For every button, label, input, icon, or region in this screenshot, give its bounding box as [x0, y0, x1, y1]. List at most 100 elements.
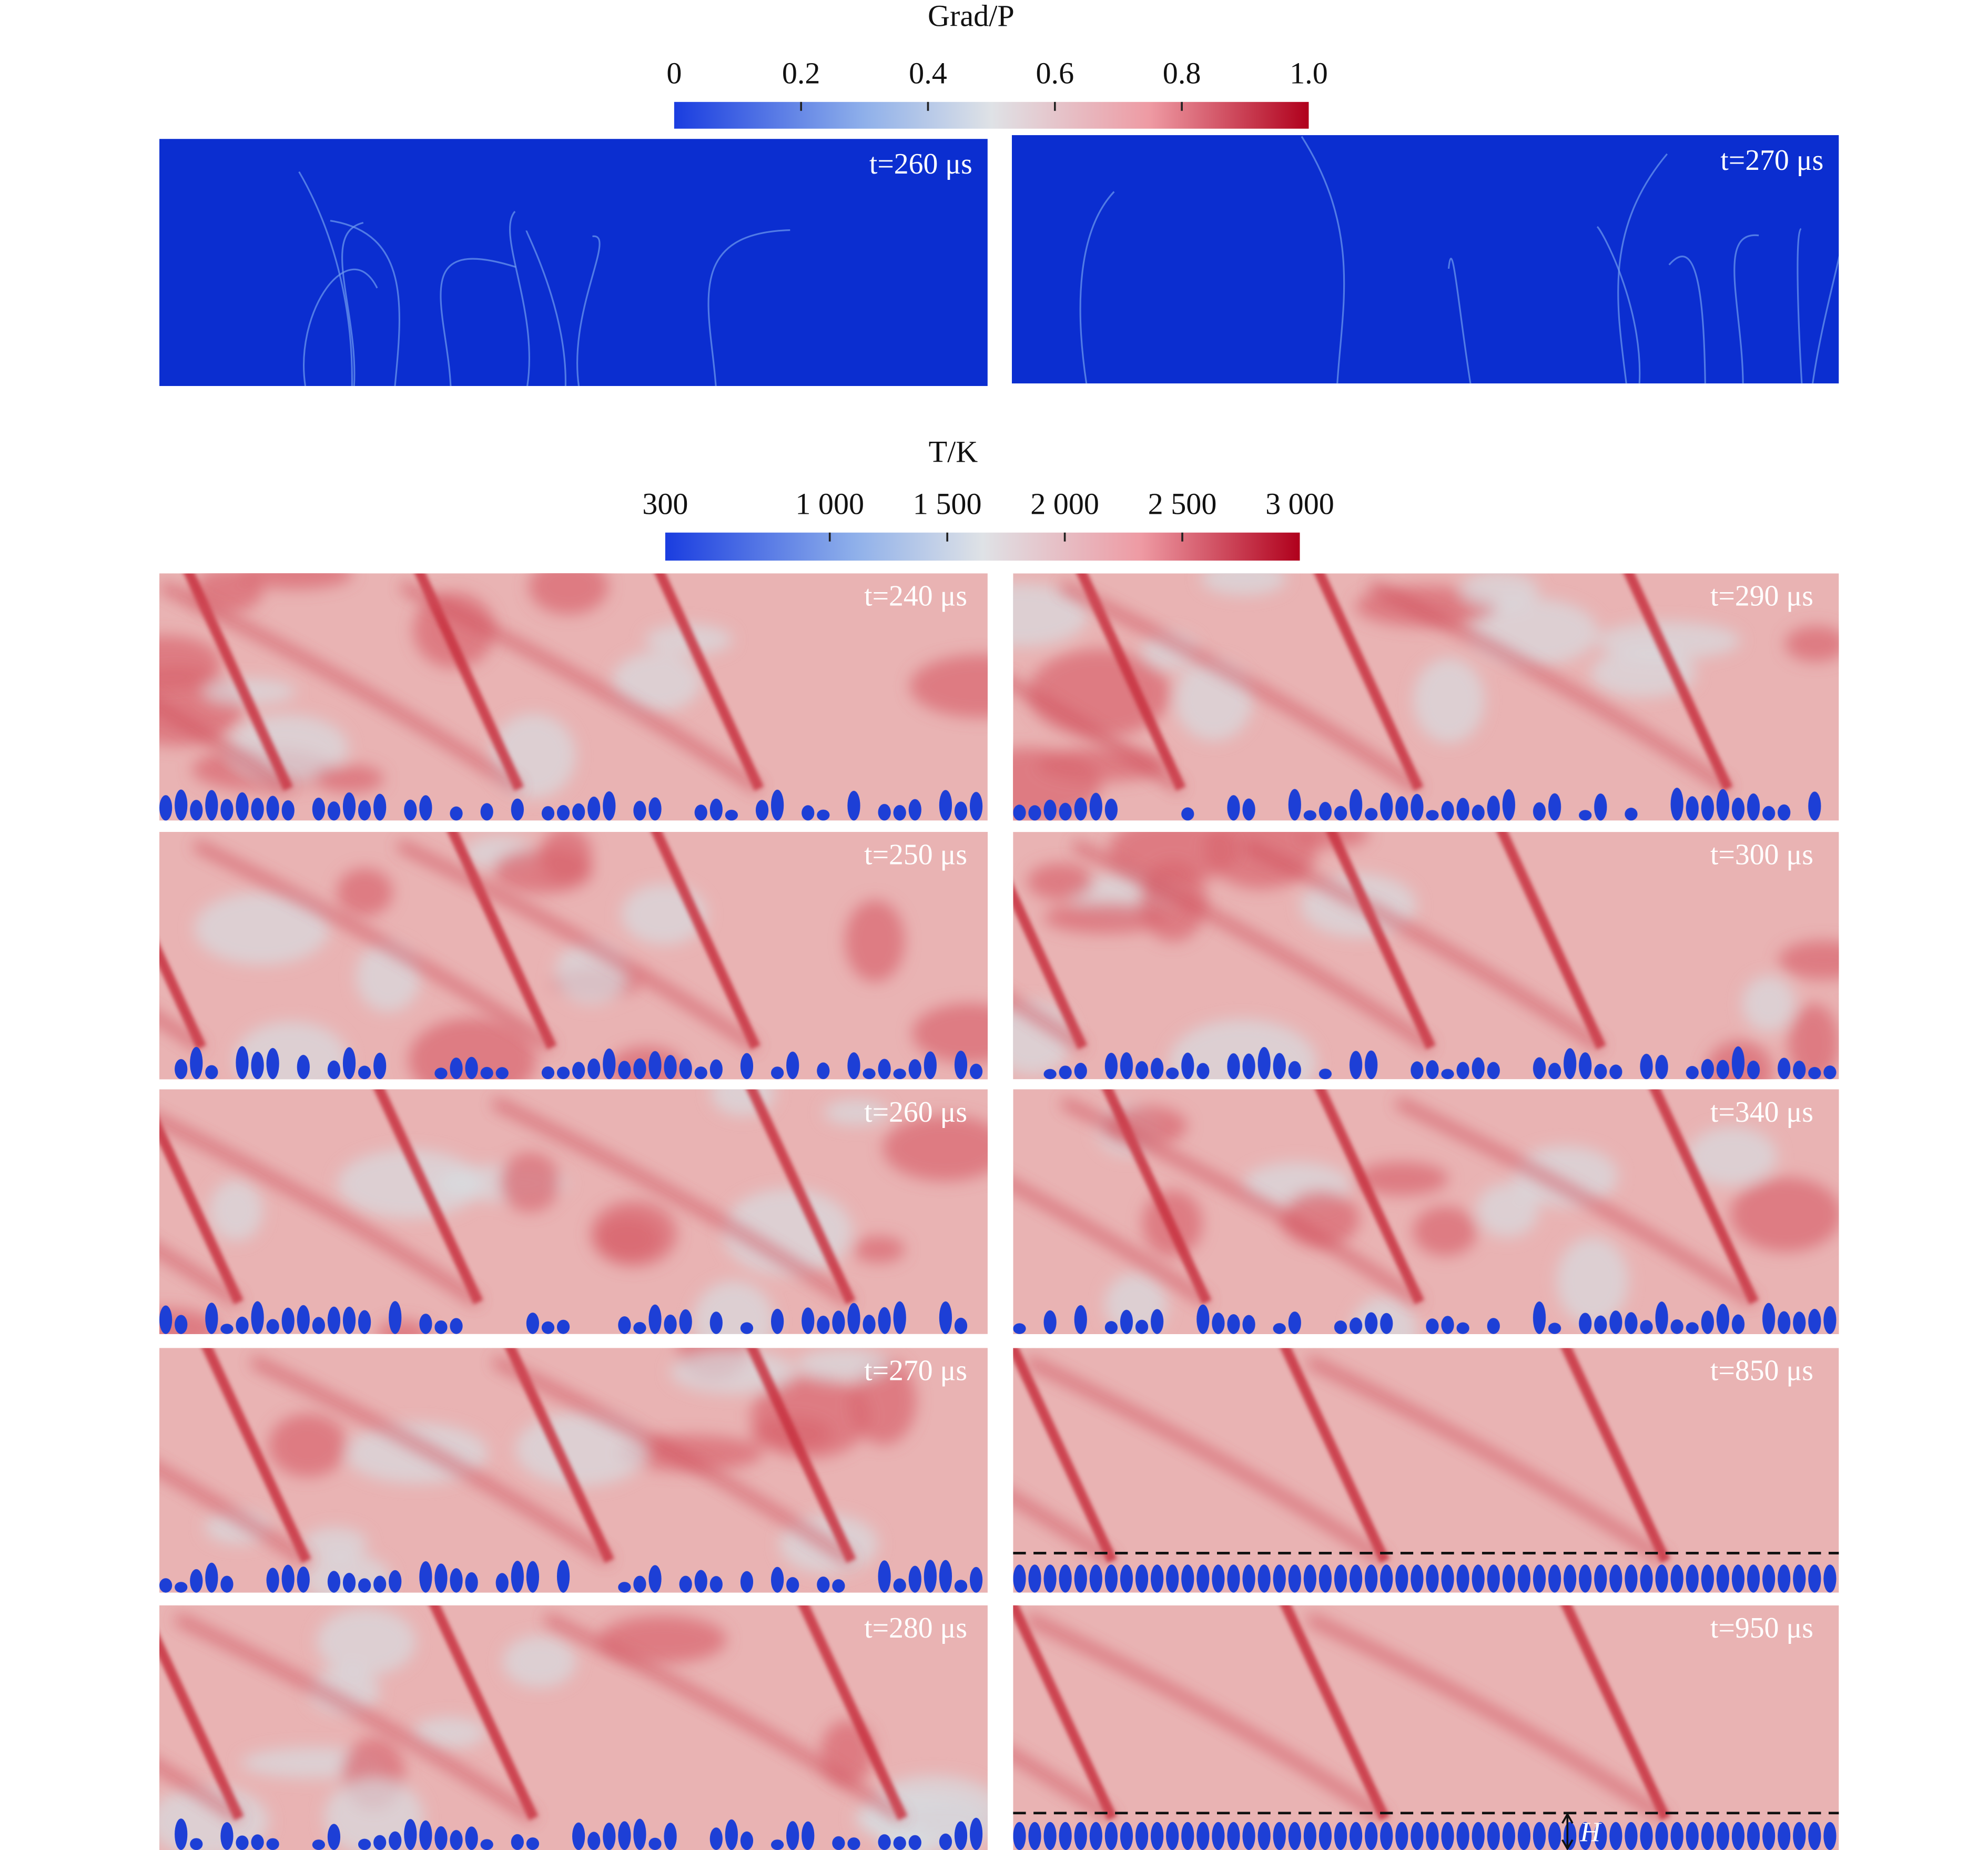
fresh-gas [1242, 1053, 1255, 1080]
fresh-gas [556, 1560, 570, 1593]
fresh-gas [220, 1324, 234, 1334]
eddy [1476, 1183, 1539, 1237]
fresh-gas [1456, 1564, 1469, 1593]
fresh-gas [281, 800, 295, 821]
fresh-gas [618, 1061, 631, 1080]
fresh-gas [1731, 1314, 1745, 1334]
fresh-gas [1731, 1822, 1745, 1850]
fresh-gas [847, 1837, 860, 1850]
fresh-gas [863, 1315, 876, 1334]
fresh-gas [419, 1820, 432, 1850]
fresh-gas [1365, 1312, 1378, 1334]
panel [1011, 135, 1839, 384]
fresh-gas [1196, 1063, 1210, 1080]
fresh-gas [679, 1058, 692, 1080]
fresh-gas [1242, 1564, 1255, 1593]
colorbar [665, 532, 1300, 561]
fresh-gas [786, 1821, 799, 1850]
fresh-gas [802, 805, 815, 821]
fresh-gas [1517, 1822, 1531, 1850]
fresh-gas [969, 1817, 983, 1850]
fresh-gas [694, 805, 707, 821]
fresh-gas [633, 1322, 646, 1334]
fresh-gas [618, 1821, 631, 1850]
eddy [1742, 975, 1796, 1032]
front [1280, 1605, 1389, 1821]
front [1326, 832, 1436, 1050]
eddy [337, 1149, 481, 1219]
fresh-gas [358, 800, 371, 821]
shear [400, 582, 762, 792]
fresh-gas [664, 1314, 677, 1334]
fresh-gas [556, 805, 570, 821]
colorbar-tick-label: 0.4 [909, 56, 947, 90]
fresh-gas [1334, 806, 1347, 821]
fresh-gas [1701, 795, 1714, 821]
panel-label: t=260 μs [869, 148, 972, 180]
panel-label: t=270 μs [1720, 144, 1823, 177]
fresh-gas [480, 1066, 493, 1080]
fresh-gas [327, 1060, 341, 1080]
fresh-gas [1456, 798, 1469, 821]
eddy [316, 765, 384, 793]
panel-label: t=260 μs [864, 1096, 967, 1129]
fresh-gas [541, 1321, 555, 1334]
fresh-gas [1823, 1564, 1837, 1593]
fresh-gas [1380, 1313, 1393, 1334]
fresh-gas [1395, 796, 1408, 821]
fresh-gas [419, 795, 432, 821]
fresh-gas [1151, 1309, 1164, 1334]
eddy [853, 1236, 905, 1263]
fresh-gas [1701, 1822, 1714, 1850]
fresh-gas [190, 1046, 203, 1080]
fresh-gas [480, 1839, 493, 1850]
front [1013, 884, 1088, 1050]
fresh-gas [1762, 1303, 1776, 1334]
eddy [529, 573, 608, 615]
fresh-gas [1181, 1822, 1194, 1850]
fresh-gas [1533, 1564, 1546, 1593]
fresh-gas [1747, 1060, 1760, 1080]
fresh-gas [1609, 1822, 1622, 1850]
shear [1013, 997, 1086, 1051]
fresh-gas [694, 1570, 707, 1593]
fresh-gas [725, 1819, 738, 1850]
panel [159, 573, 988, 821]
fresh-gas [1349, 1822, 1363, 1850]
shear [1242, 840, 1604, 1051]
fresh-gas [1166, 1564, 1179, 1593]
fresh-gas [1655, 1302, 1668, 1334]
shear [1072, 840, 1434, 1051]
fresh-gas [1273, 1323, 1286, 1334]
fresh-gas [450, 806, 463, 821]
fresh-gas [1686, 1564, 1699, 1593]
eddy [268, 1414, 348, 1477]
fresh-gas [1166, 1067, 1179, 1080]
colorbar-title: Grad/P [928, 0, 1015, 33]
colorbar-tick-label: 0.2 [782, 56, 820, 90]
shear [1306, 1356, 1668, 1565]
fresh-gas [1441, 1316, 1454, 1334]
fresh-gas [1594, 793, 1607, 821]
shear [1395, 1098, 1757, 1306]
shear [159, 1465, 309, 1565]
fresh-gas [817, 1062, 830, 1080]
fresh-gas [1594, 1564, 1607, 1593]
fresh-gas [1181, 1564, 1194, 1593]
fresh-gas [786, 1051, 799, 1080]
fresh-gas [1349, 1564, 1363, 1593]
fresh-gas [1747, 1564, 1760, 1593]
fresh-gas [205, 1303, 218, 1334]
colorbar-tick-label: 2 000 [1030, 487, 1099, 521]
fresh-gas [770, 1839, 784, 1850]
fresh-gas [786, 1577, 799, 1593]
eddy [612, 652, 702, 712]
shear [159, 1246, 241, 1306]
eddy [796, 1348, 890, 1381]
fresh-gas [1472, 1564, 1485, 1593]
eddy [1687, 1126, 1777, 1186]
fresh-gas [1716, 1060, 1729, 1080]
fresh-gas [1318, 1822, 1332, 1850]
fresh-gas [832, 1579, 845, 1593]
fresh-gas [1135, 1319, 1149, 1334]
